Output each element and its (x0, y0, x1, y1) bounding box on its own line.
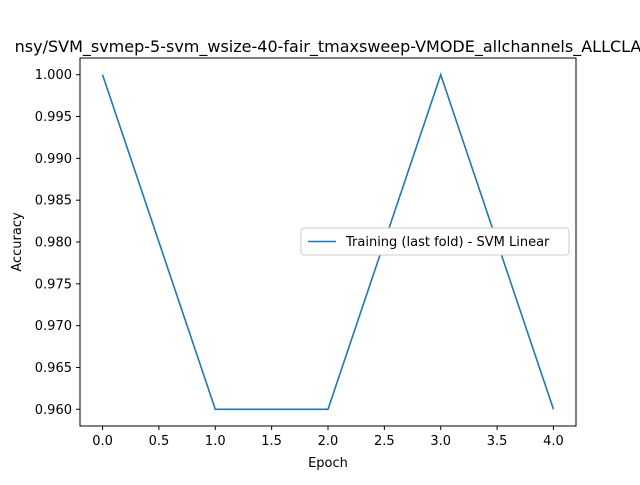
plot-area (101, 72, 555, 411)
y-tick-label: 1.000 (35, 68, 72, 83)
y-tick-label: 0.960 (35, 403, 72, 418)
x-axis-label: Epoch (308, 456, 348, 471)
y-tick-label: 0.975 (35, 277, 72, 292)
y-axis: 0.960 0.965 0.970 0.975 0.980 0.985 0.990 0.995… (35, 68, 80, 418)
x-tick-label: 1.5 (261, 434, 282, 449)
x-tick-label: 2.5 (374, 434, 395, 449)
x-tick-label: 3.5 (487, 434, 508, 449)
y-tick-label: 0.995 (35, 110, 72, 125)
x-tick-label: 3.0 (430, 434, 451, 449)
series-line (101, 72, 555, 411)
y-axis-label: Accuracy (10, 212, 25, 272)
legend: Training (last fold) - SVM Linear (300, 227, 570, 256)
x-axis: 0.0 0.5 1.0 1.5 2.0 2.5 3.0 3.5 4.0 (92, 426, 564, 449)
y-tick-label: 0.965 (35, 361, 72, 376)
x-tick-label: 2.0 (318, 434, 339, 449)
y-tick-label: 0.990 (35, 152, 72, 167)
legend-box (300, 227, 570, 256)
x-tick-label: 0.5 (149, 434, 170, 449)
legend-label: Training (last fold) - SVM Linear (345, 235, 550, 250)
x-tick-label: 1.0 (205, 434, 226, 449)
y-tick-label: 0.970 (35, 319, 72, 334)
x-tick-label: 0.0 (92, 434, 113, 449)
y-tick-label: 0.980 (35, 236, 72, 251)
y-tick-label: 0.985 (35, 194, 72, 209)
chart-title: nsy/SVM_svmep-5-svm_wsize-40-fair_tmaxsw… (15, 37, 640, 57)
x-tick-label: 4.0 (543, 434, 564, 449)
